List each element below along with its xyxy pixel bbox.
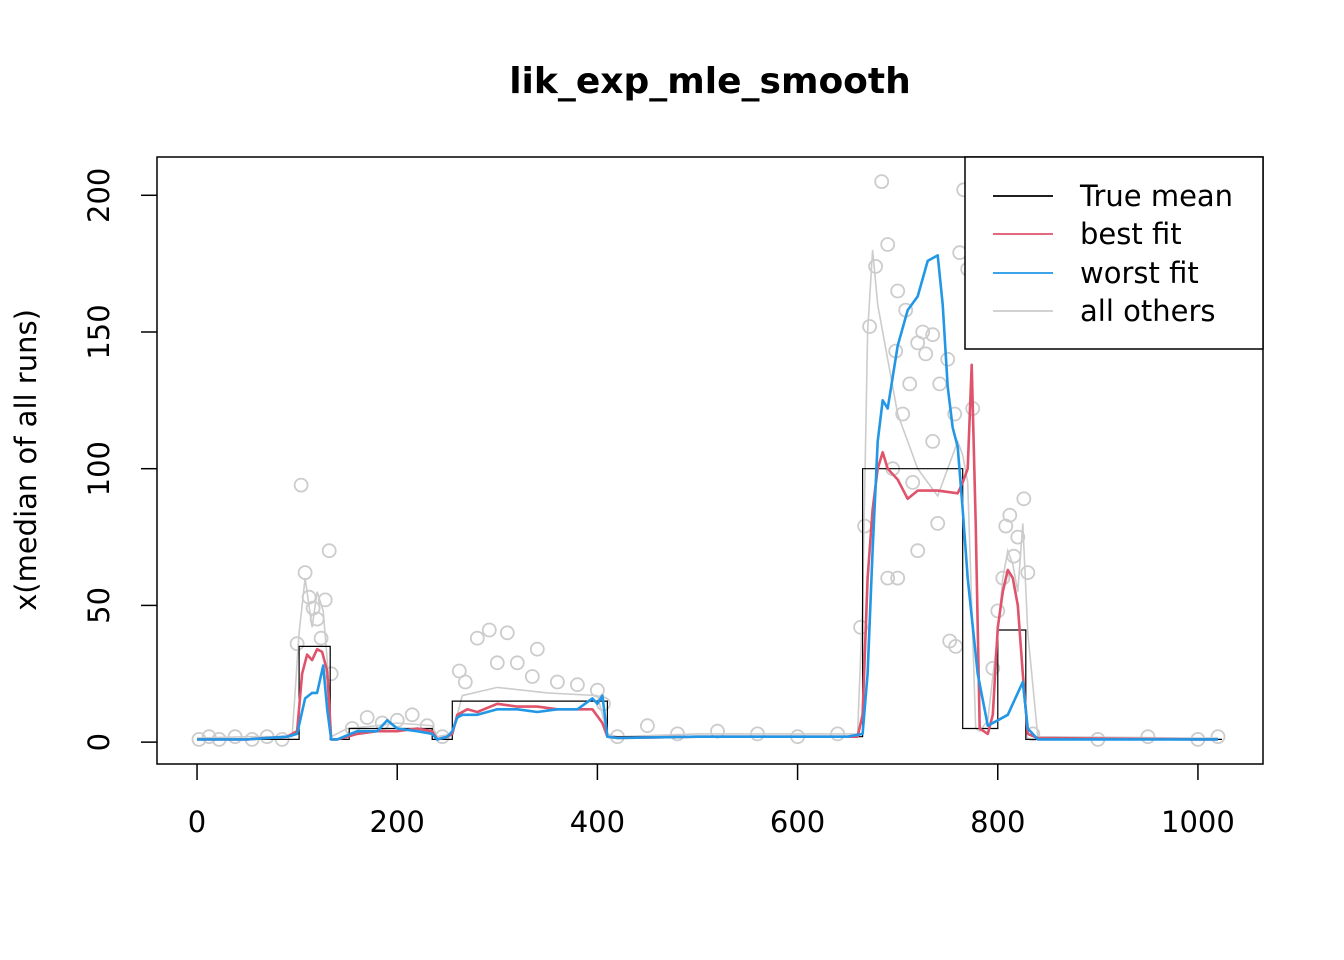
scatter-point-76: [1210, 729, 1226, 745]
scatter-point-47: [868, 258, 883, 274]
scatter-point-41: [750, 726, 765, 742]
scatter-point-27: [481, 622, 497, 638]
scatter-point-15: [321, 543, 337, 559]
scatter-point-35: [590, 682, 605, 698]
scatter-point-88: [915, 324, 931, 340]
axes-layer: 0 200 400 600 800 1000 0 50 100 150 200: [82, 168, 1235, 839]
scatter-point-13: [313, 630, 329, 646]
series-line-worst-fit: [197, 254, 1218, 741]
scatter-point-38: [640, 718, 655, 734]
chart-title: lik_exp_mle_smooth: [509, 61, 911, 102]
scatter-point-48: [874, 174, 890, 190]
x-tick-label-5: 1000: [1161, 805, 1235, 839]
series-line-best-fit: [197, 363, 1218, 741]
scatter-point-50: [890, 283, 906, 299]
scatter-point-32: [529, 641, 545, 657]
x-tick-label-1: 200: [370, 805, 425, 839]
scatter-point-20: [389, 712, 405, 728]
scatter-point-21: [404, 707, 420, 723]
scatter-point-31: [524, 669, 540, 684]
legend-label-worst-fit: worst fit: [1080, 256, 1199, 290]
scatter-point-7: [289, 636, 305, 652]
legend-box: [964, 156, 1264, 350]
scatter-point-67: [1002, 507, 1018, 523]
scatter-point-65: [995, 570, 1011, 586]
scatter-point-63: [985, 660, 1001, 676]
scatter-point-82: [925, 433, 941, 449]
legend-label-all-others: all others: [1080, 294, 1215, 328]
plot-frame: [156, 156, 1264, 765]
y-tick-label-2: 100: [82, 441, 116, 496]
scatter-point-84: [895, 406, 911, 422]
legend-label-best-fit: best fit: [1080, 217, 1182, 251]
scatter-point-26: [469, 630, 485, 646]
scatter-point-69: [1010, 529, 1026, 545]
scatter-point-56: [932, 376, 948, 392]
scatter-point-78: [910, 543, 926, 559]
scatter-point-14: [317, 592, 333, 608]
scatter-point-68: [1006, 548, 1022, 564]
scatter-point-71: [1020, 565, 1036, 580]
scatter-point-58: [947, 406, 963, 422]
legend-label-true-mean: True mean: [1079, 179, 1233, 213]
scatter-point-79: [930, 516, 946, 531]
scatter-point-83: [905, 474, 921, 490]
scatter-point-54: [918, 346, 934, 362]
scatter-point-74: [1140, 729, 1156, 745]
scatter-point-46: [862, 319, 877, 334]
scatter-point-18: [359, 710, 375, 725]
scatter-point-3: [227, 729, 243, 745]
scatter-point-43: [830, 726, 845, 742]
scatter-point-57: [940, 351, 956, 367]
y-tick-label-0: 0: [82, 733, 116, 751]
scatter-point-55: [925, 327, 941, 343]
scatter-point-39: [670, 726, 685, 742]
scatter-point-8: [293, 477, 309, 493]
scatter-point-33: [550, 674, 565, 690]
x-tick-label-0: 0: [188, 805, 206, 839]
scatter-point-64: [990, 603, 1006, 619]
scatter-point-9: [297, 565, 313, 580]
x-tick-label-4: 800: [970, 805, 1025, 839]
x-tick-label-3: 600: [770, 805, 825, 839]
x-tick-label-2: 400: [570, 805, 625, 839]
y-tick-label-4: 200: [82, 168, 116, 223]
scatter-point-86: [880, 570, 896, 586]
scatter-point-52: [902, 376, 918, 392]
series-line-true-mean: [197, 468, 1222, 740]
scatter-point-12: [309, 611, 325, 627]
y-axis-label: x(median of all runs): [9, 309, 43, 611]
scatter-point-1: [201, 729, 217, 745]
scatter-point-25: [457, 674, 473, 690]
scatter-point-28: [489, 655, 505, 671]
scatter-point-30: [509, 655, 525, 671]
y-tick-label-3: 150: [82, 304, 116, 359]
scatter-point-70: [1016, 491, 1032, 507]
plot-data-layer: [191, 174, 1226, 747]
legend: True mean best fit worst fit all others: [964, 156, 1264, 350]
y-tick-label-1: 50: [82, 587, 116, 624]
scatter-point-34: [570, 677, 585, 693]
scatter-point-49: [880, 237, 896, 252]
scatter-point-24: [451, 663, 467, 679]
scatter-point-29: [499, 625, 515, 641]
scatter-point-77: [890, 570, 906, 586]
